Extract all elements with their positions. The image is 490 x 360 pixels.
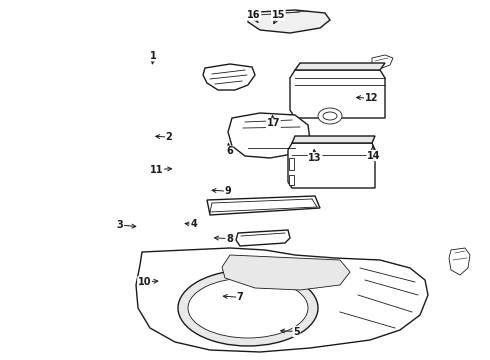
Polygon shape [295,63,385,70]
Text: 3: 3 [117,220,123,230]
Polygon shape [136,248,428,352]
Text: 13: 13 [308,153,322,163]
Text: 11: 11 [150,165,164,175]
Ellipse shape [318,108,342,124]
Text: 7: 7 [237,292,244,302]
Polygon shape [289,175,294,185]
Polygon shape [222,255,350,290]
Polygon shape [203,64,255,90]
Text: 8: 8 [226,234,233,244]
Text: 12: 12 [365,93,378,103]
Text: 6: 6 [226,146,233,156]
Polygon shape [236,230,290,246]
Polygon shape [228,113,310,158]
Polygon shape [449,248,470,275]
Polygon shape [248,10,330,33]
Text: 1: 1 [150,51,157,61]
Text: 14: 14 [367,150,381,161]
Ellipse shape [323,112,337,120]
Text: 2: 2 [166,132,172,142]
Ellipse shape [188,278,308,338]
Polygon shape [288,143,375,188]
Polygon shape [292,136,375,143]
Text: 16: 16 [247,10,261,20]
Text: 17: 17 [267,118,280,129]
Text: 9: 9 [224,186,231,196]
Text: 5: 5 [293,327,300,337]
Text: 15: 15 [271,10,285,20]
Polygon shape [289,158,294,170]
Text: 4: 4 [190,219,197,229]
Polygon shape [290,70,385,118]
Polygon shape [207,196,320,215]
Polygon shape [372,55,393,68]
Ellipse shape [178,270,318,346]
Text: 10: 10 [138,277,151,287]
